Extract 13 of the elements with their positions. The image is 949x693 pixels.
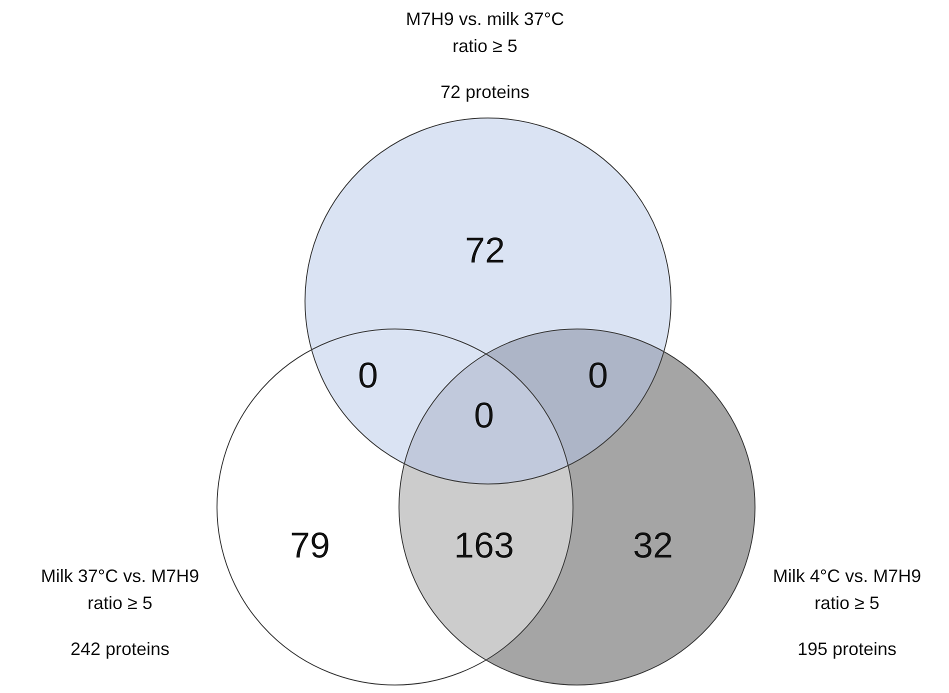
text: M7H9 vs. milk 37°C ratio ≥ 5 <box>406 9 564 56</box>
text: 195 proteins <box>797 639 897 659</box>
data-label: 79 <box>290 524 330 566</box>
text: Milk 4°C vs. M7H9 ratio ≥ 5 <box>772 566 922 613</box>
data-label: 32 <box>632 524 674 566</box>
text: Milk 37°C vs. M7H9 ratio ≥ 5 <box>40 566 200 613</box>
data-label: 0 <box>358 354 378 396</box>
text: 242 proteins <box>70 639 170 659</box>
data-label: 72 <box>464 230 506 270</box>
data-label: 0 <box>588 354 608 396</box>
data-label: 0 <box>474 394 494 436</box>
text: 72 proteins <box>440 82 530 102</box>
data-label: 163 <box>454 524 514 566</box>
